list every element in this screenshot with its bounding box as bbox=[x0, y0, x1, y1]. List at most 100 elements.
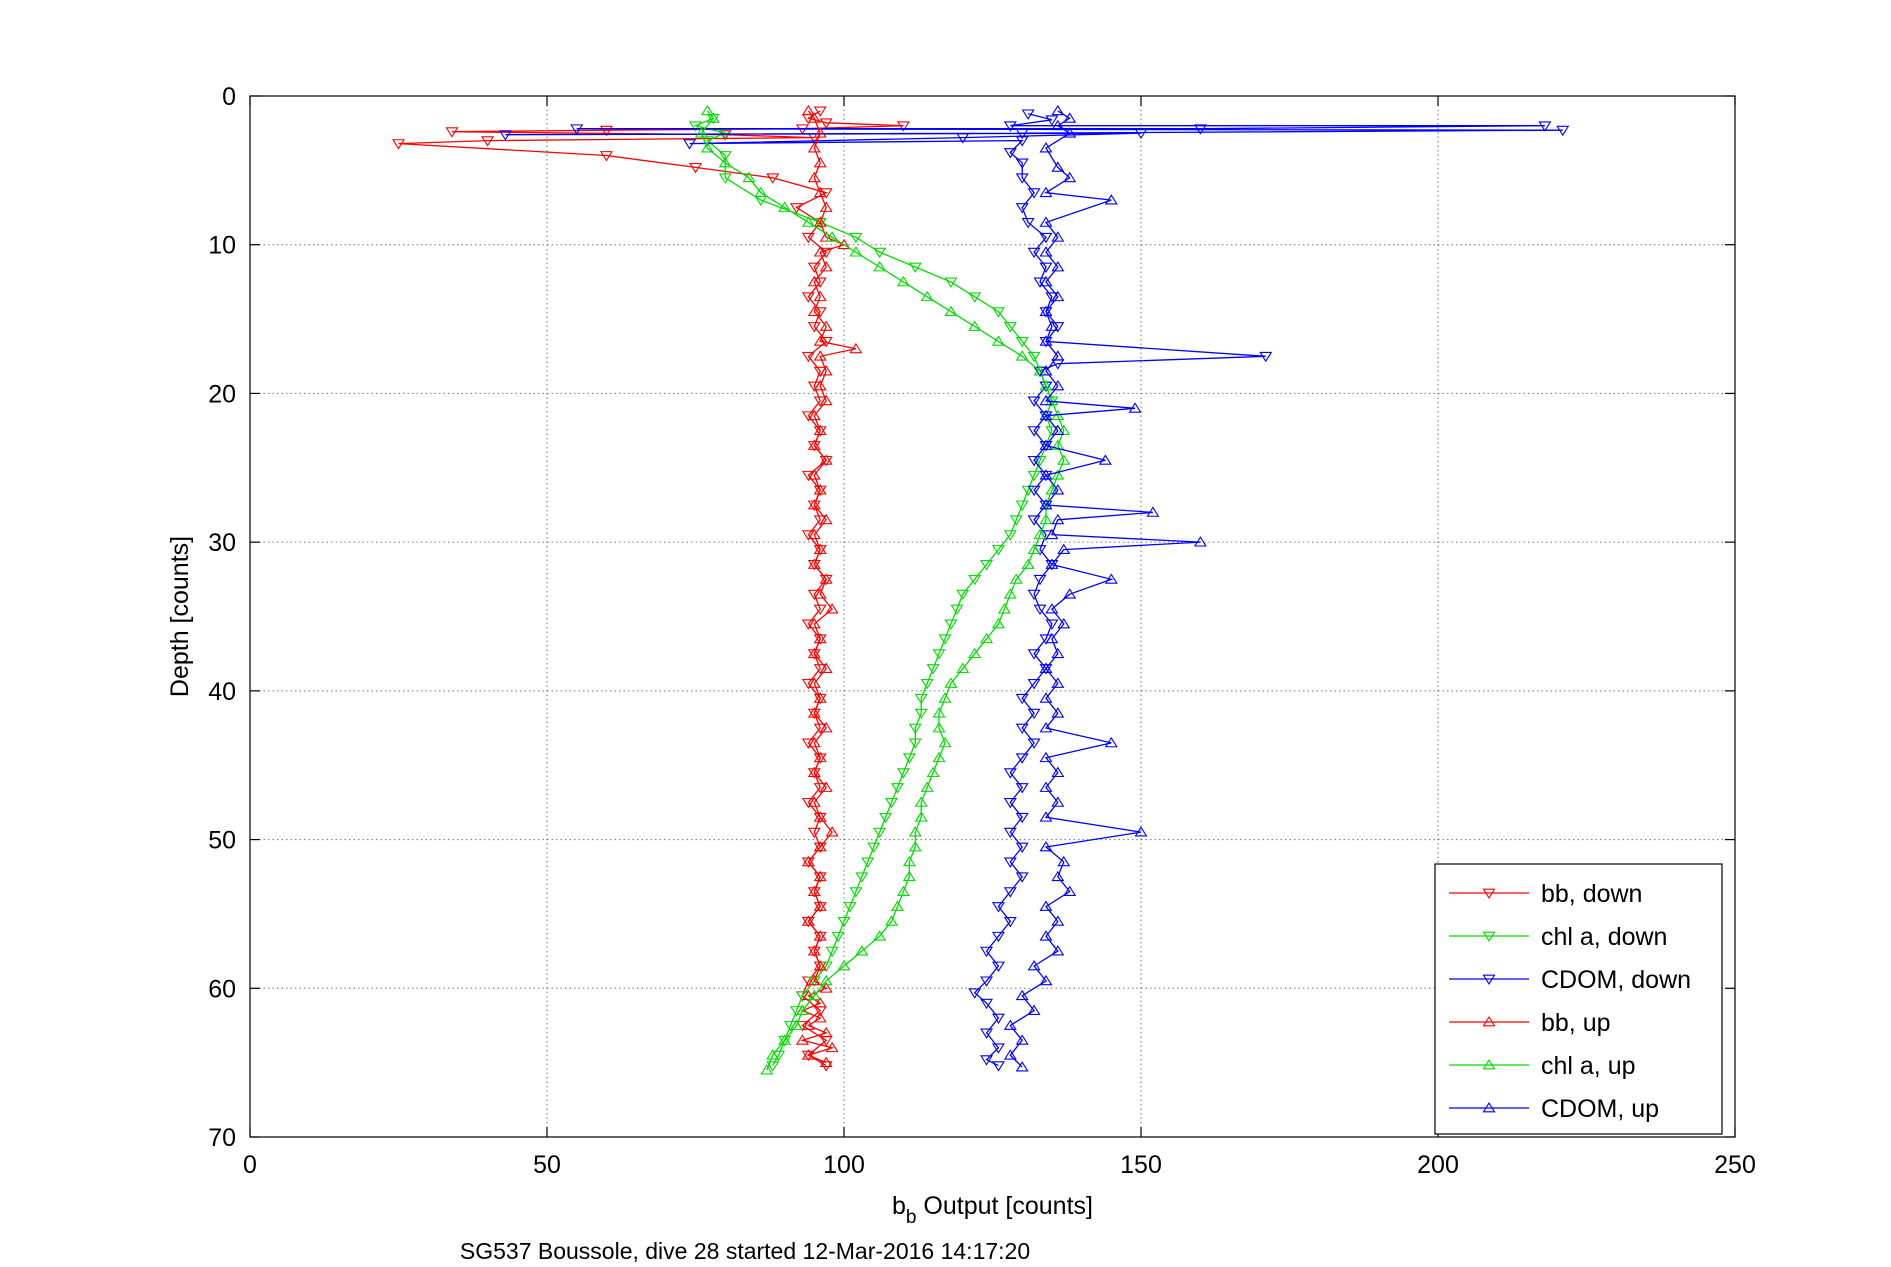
data-point bbox=[1039, 781, 1053, 792]
data-point bbox=[801, 232, 815, 244]
data-point bbox=[807, 649, 821, 660]
data-point bbox=[1027, 426, 1041, 437]
legend-item-chl-a-up: chl a, up bbox=[1449, 1052, 1636, 1080]
data-point bbox=[1045, 558, 1059, 569]
data-point bbox=[1104, 736, 1118, 748]
data-point bbox=[1003, 768, 1017, 779]
data-point bbox=[1033, 604, 1047, 616]
data-point bbox=[1051, 707, 1065, 718]
y-tick-label: 40 bbox=[208, 678, 236, 706]
data-point bbox=[1104, 573, 1118, 584]
legend-item-bb-up: bb, up bbox=[1449, 1009, 1611, 1037]
data-point bbox=[1015, 753, 1029, 764]
data-point bbox=[807, 500, 821, 511]
data-point bbox=[813, 216, 827, 227]
data-point bbox=[1027, 543, 1041, 554]
data-point bbox=[807, 796, 821, 807]
data-point bbox=[807, 275, 821, 287]
data-point bbox=[1134, 128, 1148, 140]
dive-caption: SG537 Boussole, dive 28 started 12-Mar-2… bbox=[460, 1238, 1030, 1262]
data-point bbox=[1039, 409, 1053, 421]
data-point bbox=[813, 900, 827, 911]
data-point bbox=[754, 186, 768, 198]
data-point bbox=[825, 826, 839, 837]
data-point bbox=[991, 931, 1005, 943]
data-point bbox=[813, 634, 827, 645]
data-point bbox=[908, 826, 922, 837]
data-point bbox=[807, 558, 821, 569]
data-point bbox=[1003, 322, 1017, 333]
data-point bbox=[1039, 305, 1053, 317]
data-point bbox=[1051, 119, 1065, 131]
data-point bbox=[1015, 128, 1029, 140]
data-point bbox=[807, 768, 821, 779]
data-point bbox=[885, 797, 899, 809]
data-point bbox=[849, 887, 863, 898]
data-point bbox=[1009, 515, 1023, 526]
data-point bbox=[1027, 679, 1041, 690]
data-point bbox=[778, 1034, 792, 1045]
series-layer bbox=[392, 104, 1570, 1075]
data-point bbox=[873, 827, 887, 839]
data-point bbox=[689, 121, 702, 132]
data-point bbox=[1003, 887, 1017, 898]
data-point bbox=[908, 841, 922, 852]
data-point bbox=[813, 812, 827, 824]
data-point bbox=[813, 485, 827, 497]
data-point bbox=[825, 231, 839, 242]
data-point bbox=[813, 959, 827, 971]
data-point bbox=[902, 855, 916, 867]
data-point bbox=[908, 738, 922, 749]
data-point bbox=[1259, 351, 1273, 363]
data-point bbox=[1015, 1034, 1029, 1045]
data-point bbox=[819, 454, 833, 465]
y-tick-label: 60 bbox=[208, 975, 236, 1003]
data-point bbox=[855, 872, 869, 883]
data-point bbox=[1015, 842, 1029, 853]
legend-marker bbox=[1482, 931, 1496, 942]
data-point bbox=[1015, 1061, 1029, 1072]
data-point bbox=[1039, 930, 1053, 941]
data-point bbox=[813, 870, 827, 882]
data-point bbox=[980, 632, 994, 644]
data-point bbox=[700, 142, 714, 153]
data-point bbox=[813, 588, 827, 599]
data-point bbox=[718, 130, 732, 141]
data-point bbox=[861, 857, 875, 868]
data-point bbox=[789, 203, 803, 214]
data-point bbox=[896, 885, 910, 897]
data-point bbox=[1051, 104, 1065, 116]
data-point bbox=[1057, 543, 1071, 554]
data-point bbox=[1051, 261, 1065, 272]
data-point bbox=[879, 812, 893, 824]
data-point bbox=[813, 186, 827, 198]
data-point bbox=[1045, 632, 1059, 644]
data-point bbox=[1039, 411, 1053, 422]
data-point bbox=[956, 133, 970, 144]
data-point bbox=[1045, 603, 1059, 614]
data-point bbox=[819, 513, 833, 525]
data-point bbox=[1015, 500, 1029, 511]
data-point bbox=[920, 781, 934, 792]
data-point bbox=[1039, 662, 1053, 673]
data-point bbox=[1039, 439, 1053, 450]
data-point bbox=[819, 320, 833, 331]
data-point bbox=[706, 112, 720, 123]
data-point bbox=[968, 988, 982, 999]
data-point bbox=[968, 292, 982, 303]
data-point bbox=[718, 151, 732, 162]
data-point bbox=[1015, 783, 1029, 794]
data-point bbox=[813, 632, 827, 644]
y-tick-label: 50 bbox=[208, 827, 236, 855]
data-point bbox=[938, 692, 952, 703]
data-point bbox=[932, 649, 946, 660]
data-point bbox=[902, 870, 916, 882]
data-point bbox=[1039, 974, 1053, 986]
y-tick-label: 0 bbox=[222, 83, 236, 111]
data-point bbox=[1045, 320, 1059, 331]
data-point bbox=[914, 693, 928, 705]
x-tick-label: 150 bbox=[1120, 1151, 1162, 1179]
legend-item-bb-down: bb, down bbox=[1449, 880, 1642, 908]
data-point bbox=[819, 261, 833, 272]
legend-marker bbox=[1482, 974, 1496, 985]
